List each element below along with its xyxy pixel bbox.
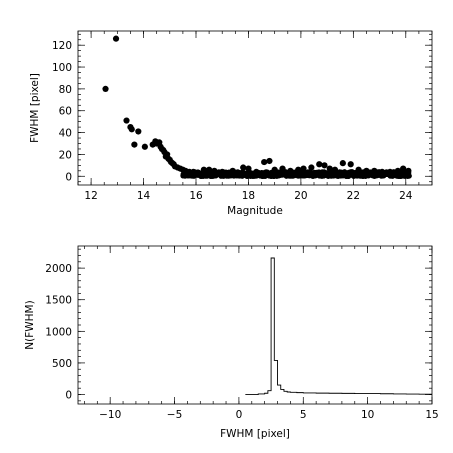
scatter-point <box>371 167 378 174</box>
histogram-x-tick-label: 0 <box>236 409 243 421</box>
scatter-x-tick-label: 24 <box>399 190 413 202</box>
scatter-point <box>128 126 135 133</box>
scatter-point <box>190 168 197 175</box>
scatter-point <box>141 143 148 150</box>
scatter-point <box>295 166 302 173</box>
histogram-y-tick-label: 0 <box>65 390 72 402</box>
scatter-point <box>355 166 362 173</box>
scatter-point <box>135 128 142 135</box>
scatter-x-tick-label: 20 <box>294 190 307 202</box>
scatter-y-tick-label: 0 <box>65 171 72 183</box>
scatter-point <box>394 167 402 174</box>
scatter-point <box>386 168 394 175</box>
scatter-y-tick-label: 60 <box>59 106 72 118</box>
scatter-point <box>123 117 130 124</box>
scatter-point <box>405 167 412 174</box>
scatter-point <box>240 164 247 171</box>
histogram-x-axis-label: FWHM [pixel] <box>220 428 290 440</box>
histogram-x-tick-label: −5 <box>167 409 182 421</box>
scatter-point <box>245 165 252 172</box>
scatter-point <box>253 168 260 175</box>
scatter-point <box>266 157 273 165</box>
scatter-point <box>379 168 386 175</box>
scatter-y-tick-label: 40 <box>59 128 72 140</box>
scatter-point <box>271 166 278 173</box>
histogram-y-tick-label: 1500 <box>45 295 72 307</box>
scatter-point <box>347 161 354 168</box>
scatter-x-tick-label: 18 <box>242 190 255 202</box>
scatter-point <box>326 165 333 172</box>
scatter-x-tick-label: 22 <box>347 190 360 202</box>
scatter-point <box>287 167 294 174</box>
scatter-x-axis-label: Magnitude <box>227 205 283 217</box>
histogram-plot-frame <box>77 245 433 405</box>
histogram-x-tick-label: 5 <box>300 409 307 421</box>
histogram-y-tick-label: 2000 <box>45 263 72 275</box>
scatter-point <box>200 166 207 173</box>
histogram-x-tick-label: −10 <box>99 409 121 421</box>
histogram-x-tick-label: 15 <box>425 409 438 421</box>
histogram-x-tick-label: 10 <box>361 409 374 421</box>
scatter-point <box>195 169 202 177</box>
scatter-y-tick-label: 100 <box>52 62 72 74</box>
scatter-point <box>331 166 339 173</box>
scatter-point <box>321 162 328 169</box>
scatter-x-tick-label: 14 <box>137 190 151 202</box>
scatter-point <box>211 167 218 174</box>
histogram-y-tick-label: 1000 <box>45 326 72 338</box>
scatter-point <box>219 168 226 175</box>
scatter-point <box>279 165 286 172</box>
scatter-y-tick-label: 120 <box>52 40 72 52</box>
scatter-point <box>102 85 109 92</box>
scatter-y-axis-label: FWHM [pixel] <box>29 73 41 143</box>
scatter-point <box>363 167 370 174</box>
scatter-point <box>206 166 213 173</box>
scatter-x-tick-label: 12 <box>84 190 97 202</box>
histogram-y-tick-label: 500 <box>52 358 72 370</box>
scatter-plot-frame <box>77 30 433 186</box>
scatter-panel: 12 14 16 18 20 22 24 0 20 40 60 80 100 120 Magnitude FW… <box>29 30 433 217</box>
scatter-y-tick-label: 80 <box>59 84 72 96</box>
scatter-point <box>400 165 407 172</box>
scatter-point <box>112 35 120 42</box>
histogram-panel: −10 −5 0 5 10 15 0 500 1000 1500 2000 FWHM [pixel] N… <box>24 245 439 440</box>
scatter-point <box>229 167 236 174</box>
scatter-point <box>131 141 138 148</box>
histogram-y-axis-label: N(FWHM) <box>24 300 36 349</box>
scatter-point <box>308 164 315 171</box>
scatter-point <box>316 161 323 168</box>
scatter-point <box>300 165 307 172</box>
scatter-x-tick-label: 16 <box>189 190 203 202</box>
scatter-y-tick-label: 20 <box>59 149 72 161</box>
scatter-point <box>339 160 346 167</box>
scatter-point <box>261 158 268 166</box>
histogram-step-line <box>245 257 432 395</box>
